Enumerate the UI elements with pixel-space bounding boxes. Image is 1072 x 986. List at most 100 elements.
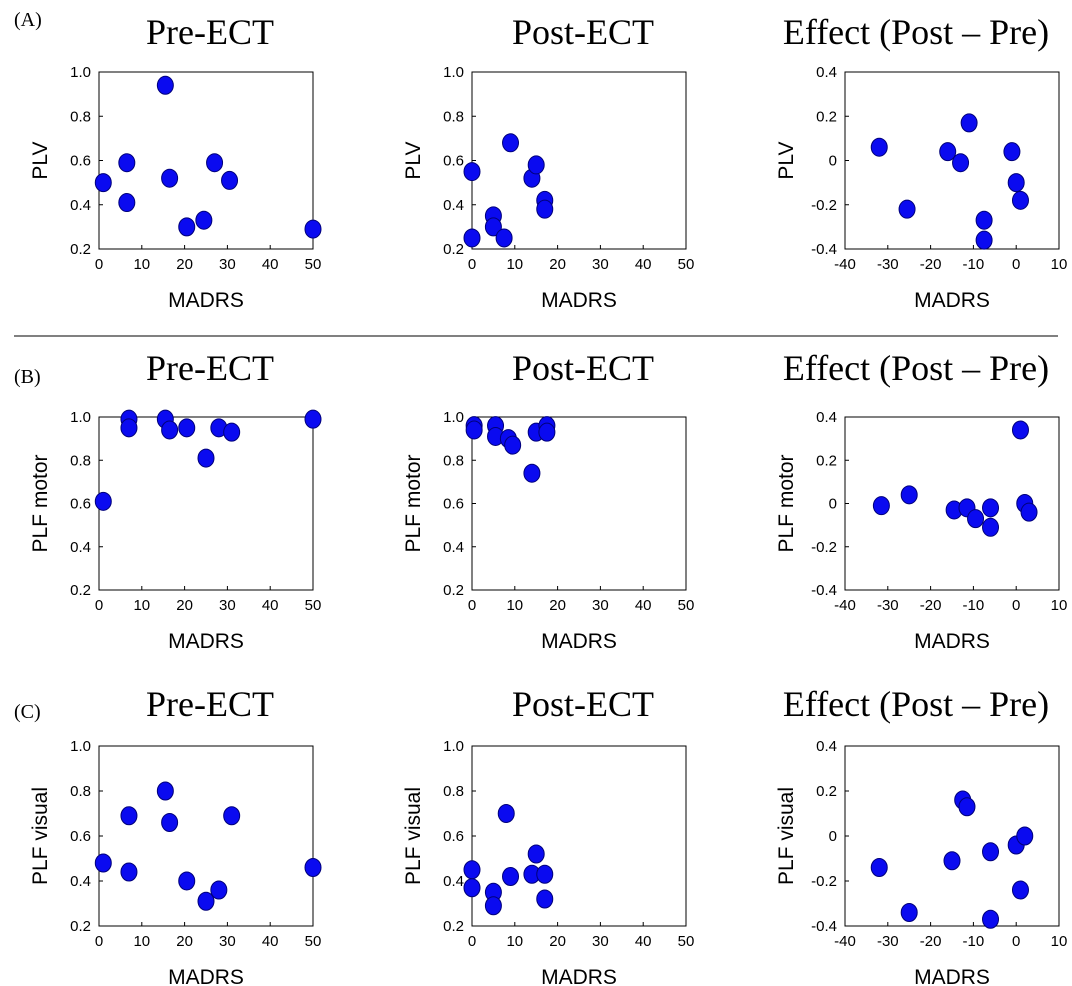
y-tick-label: 0.2 [70, 582, 91, 599]
x-tick-label: 30 [219, 933, 236, 950]
panel-label-b: (B) [14, 366, 41, 388]
data-point [982, 498, 1000, 518]
x-tick-label: -30 [877, 256, 899, 273]
x-tick-label: 20 [549, 256, 566, 273]
y-tick-label: -0.4 [811, 582, 837, 599]
data-point [523, 463, 541, 483]
x-tick-label: 0 [95, 256, 103, 273]
scatter-panel-c-2: Post-ECT 0 10 20 30 40 50 0.2 0.4 0.6 0.8 1.0 MADRS P… [402, 684, 694, 986]
x-tick-label: 10 [133, 933, 150, 950]
data-point [304, 858, 322, 877]
panel-title: Effect (Post – Pre) [783, 684, 1049, 724]
y-tick-label: 0 [829, 828, 837, 845]
panel-title: Post-ECT [512, 684, 654, 724]
scatter-panel-b-3: Effect (Post – Pre) -40 -30 -20 -10 0 10 -0.4 -0… [775, 348, 1067, 653]
x-tick-label: -40 [834, 933, 856, 950]
x-axis-label: MADRS [168, 630, 244, 653]
x-tick-label: 10 [1051, 597, 1068, 614]
y-tick-label: 0.4 [443, 197, 464, 214]
x-tick-label: 0 [95, 933, 103, 950]
data-point [1011, 880, 1029, 900]
data-point [900, 485, 918, 505]
x-tick-label: 40 [262, 597, 279, 614]
x-tick-label: -30 [877, 597, 899, 614]
data-point [536, 864, 554, 884]
x-axis-label: MADRS [914, 966, 990, 986]
x-tick-label: 20 [176, 256, 193, 273]
x-tick-label: 20 [176, 597, 193, 614]
y-tick-label: 0.6 [70, 828, 91, 845]
data-point [870, 137, 888, 157]
x-tick-label: 10 [1051, 256, 1068, 273]
data-point [221, 170, 239, 190]
y-tick-label: 0.4 [816, 409, 837, 426]
y-tick-label: 0.6 [443, 828, 464, 845]
y-tick-label: 0.8 [443, 108, 464, 125]
data-point [156, 75, 174, 95]
x-tick-label: 10 [133, 597, 150, 614]
x-tick-label: 30 [219, 597, 236, 614]
data-point [206, 153, 224, 173]
y-tick-label: 0.4 [443, 539, 464, 556]
x-tick-label: -40 [834, 597, 856, 614]
y-tick-label: 0.8 [70, 783, 91, 800]
panel-label-a: (A) [14, 9, 42, 31]
y-tick-label: 0 [829, 153, 837, 170]
data-point [1003, 142, 1021, 162]
y-tick-label: 0.2 [443, 241, 464, 258]
x-tick-label: 0 [468, 256, 476, 273]
data-point [504, 435, 522, 455]
x-axis-label: MADRS [541, 630, 617, 653]
data-point [943, 851, 961, 871]
y-tick-label: 1.0 [443, 409, 464, 426]
y-tick-label: 0.2 [70, 918, 91, 935]
scatter-panel-a-2: Post-ECT 0 10 20 30 40 50 0.2 0.4 0.6 0.8 1.0 MADRS P… [402, 12, 694, 312]
x-axis-label: MADRS [914, 289, 990, 312]
x-tick-label: 10 [1051, 933, 1068, 950]
x-tick-label: 10 [506, 933, 523, 950]
data-point [304, 219, 322, 239]
y-tick-label: -0.2 [811, 873, 837, 890]
data-point [118, 193, 136, 213]
panel-title: Pre-ECT [146, 684, 274, 724]
data-point [197, 891, 215, 911]
y-axis-label: PLF visual [775, 787, 798, 885]
data-point [958, 797, 976, 817]
x-tick-label: 0 [1012, 933, 1020, 950]
data-point [939, 142, 957, 162]
data-point [1007, 173, 1025, 193]
data-point [975, 230, 993, 250]
x-tick-label: -10 [963, 597, 985, 614]
data-point [484, 896, 502, 916]
data-point [1016, 826, 1034, 846]
y-axis-label: PLF motor [29, 454, 52, 552]
data-point [197, 448, 215, 468]
y-tick-label: -0.4 [811, 241, 837, 258]
y-tick-label: 1.0 [70, 738, 91, 755]
x-axis-label: MADRS [168, 289, 244, 312]
x-tick-label: 10 [506, 256, 523, 273]
data-point [463, 228, 481, 248]
data-point [463, 878, 481, 898]
y-axis-label: PLF visual [29, 787, 52, 885]
x-tick-label: 50 [305, 597, 322, 614]
data-point [1011, 190, 1029, 210]
data-point [900, 903, 918, 922]
data-point [178, 418, 196, 438]
y-tick-label: 1.0 [70, 409, 91, 426]
data-point [463, 162, 481, 182]
data-point [872, 496, 890, 516]
data-point [1011, 420, 1029, 440]
scatter-panel-b-1: Pre-ECT 0 10 20 30 40 50 0.2 0.4 0.6 0.8 1.0 MADRS PL… [29, 348, 322, 653]
scatter-panel-b-2: Post-ECT 0 10 20 30 40 50 0.2 0.4 0.6 0.8 1.0 MADRS P… [402, 348, 694, 653]
y-tick-label: 0.6 [70, 496, 91, 513]
panel-label-c: (C) [14, 701, 41, 723]
y-axis-label: PLF motor [402, 454, 425, 552]
x-tick-label: -30 [877, 933, 899, 950]
x-axis-label: MADRS [168, 966, 244, 986]
y-tick-label: 1.0 [70, 64, 91, 81]
x-tick-label: -10 [963, 256, 985, 273]
data-point [120, 862, 138, 882]
y-tick-label: -0.2 [811, 197, 837, 214]
